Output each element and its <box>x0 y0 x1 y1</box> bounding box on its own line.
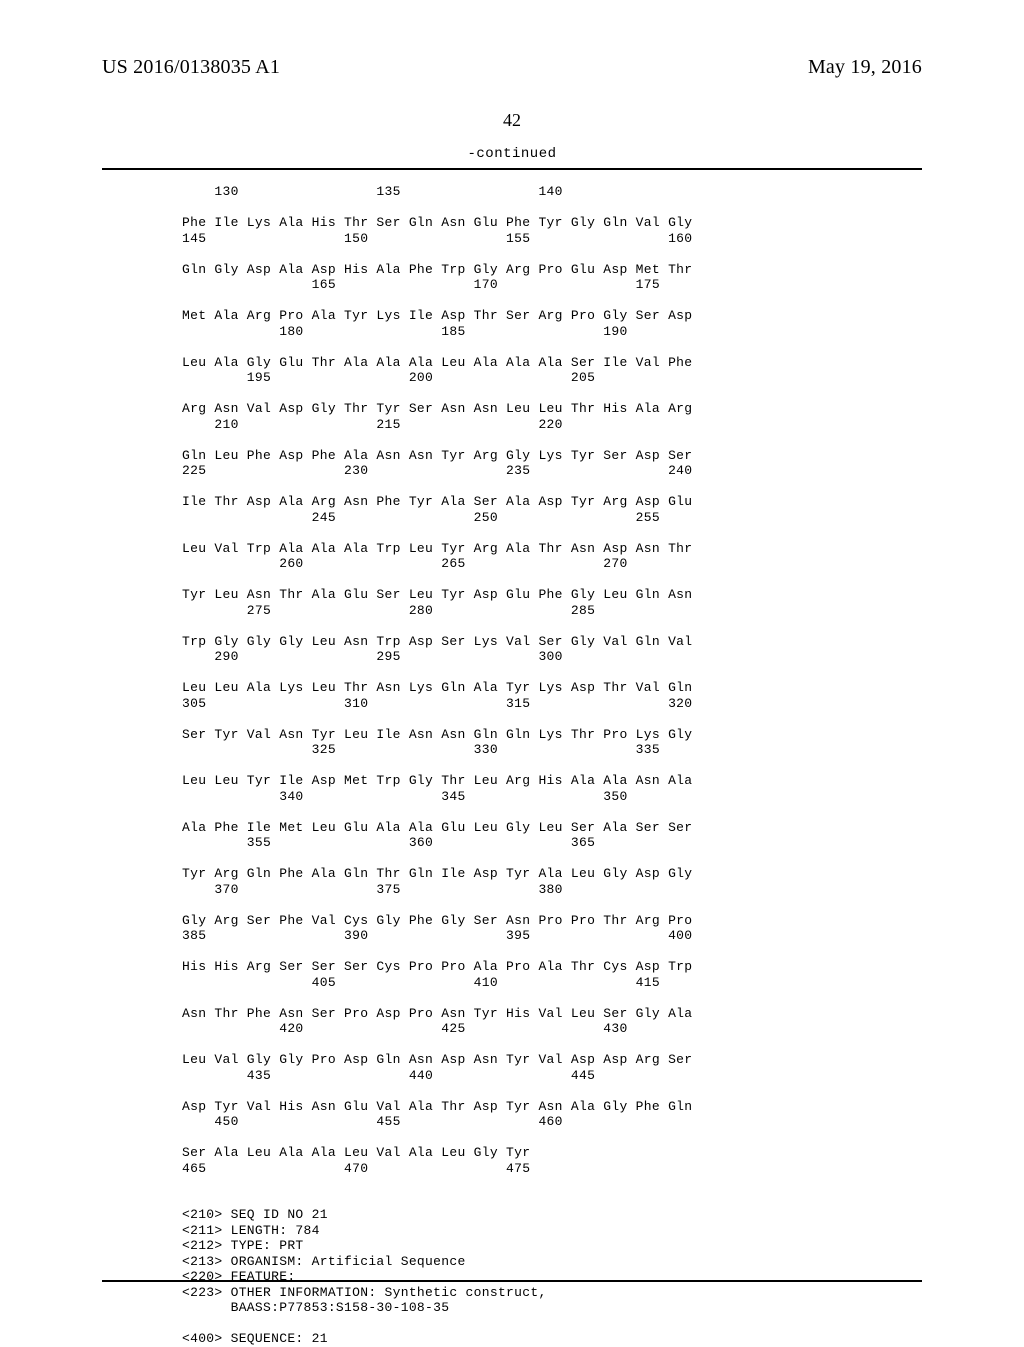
divider-bottom <box>102 1280 922 1282</box>
page-number: 42 <box>0 110 1024 131</box>
publication-date: May 19, 2016 <box>808 56 922 79</box>
continued-label: -continued <box>0 146 1024 162</box>
patent-application-number: US 2016/0138035 A1 <box>102 56 280 79</box>
page: US 2016/0138035 A1 May 19, 2016 42 -cont… <box>0 0 1024 1320</box>
divider-top <box>102 168 922 170</box>
sequence-listing: 130 135 140 Phe Ile Lys Ala His Thr Ser … <box>182 184 692 1347</box>
